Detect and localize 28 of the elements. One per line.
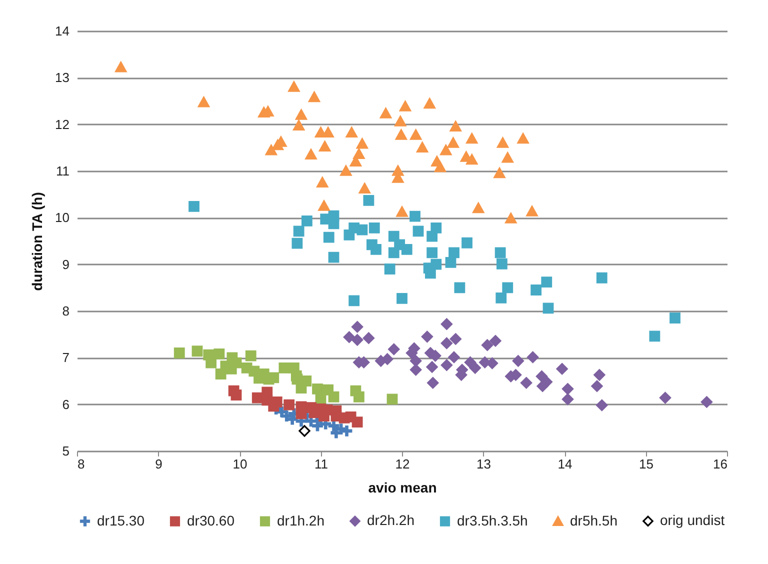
legend-label: dr15.30 bbox=[97, 512, 145, 528]
x-tick-label: 14 bbox=[558, 456, 572, 472]
legend-label: dr5h.5h bbox=[570, 512, 618, 528]
x-tick-label: 12 bbox=[395, 456, 410, 472]
y-axis-title: duration TA (h) bbox=[29, 192, 46, 291]
y-tick-label: 13 bbox=[55, 70, 70, 86]
x-tick-label: 8 bbox=[78, 456, 85, 472]
x-tick-label: 15 bbox=[639, 456, 654, 472]
y-tick-label: 11 bbox=[56, 164, 70, 178]
legend-label: dr1h.2h bbox=[277, 512, 324, 528]
y-tick-label: 12 bbox=[55, 116, 70, 132]
y-tick-label: 9 bbox=[62, 256, 70, 272]
y-tick-label: 6 bbox=[62, 396, 70, 412]
y-tick-label: 7 bbox=[62, 350, 70, 366]
x-tick-label: 16 bbox=[713, 456, 728, 472]
x-tick-label: 13 bbox=[476, 456, 491, 472]
y-tick-label: 8 bbox=[62, 304, 70, 318]
x-axis-title: avio mean bbox=[368, 480, 437, 496]
legend-label: orig undist bbox=[660, 512, 725, 528]
y-tick-label: 10 bbox=[55, 210, 70, 226]
y-tick-label: 14 bbox=[55, 24, 70, 38]
x-tick-label: 9 bbox=[155, 456, 162, 472]
x-tick-label: 10 bbox=[232, 456, 248, 472]
legend-label: dr2h.2h bbox=[367, 512, 414, 528]
x-tick-label: 11 bbox=[314, 456, 328, 472]
legend-label: dr30.60 bbox=[187, 512, 235, 528]
y-tick-label: 5 bbox=[62, 444, 70, 458]
legend-label: dr3.5h.3.5h bbox=[457, 512, 528, 528]
